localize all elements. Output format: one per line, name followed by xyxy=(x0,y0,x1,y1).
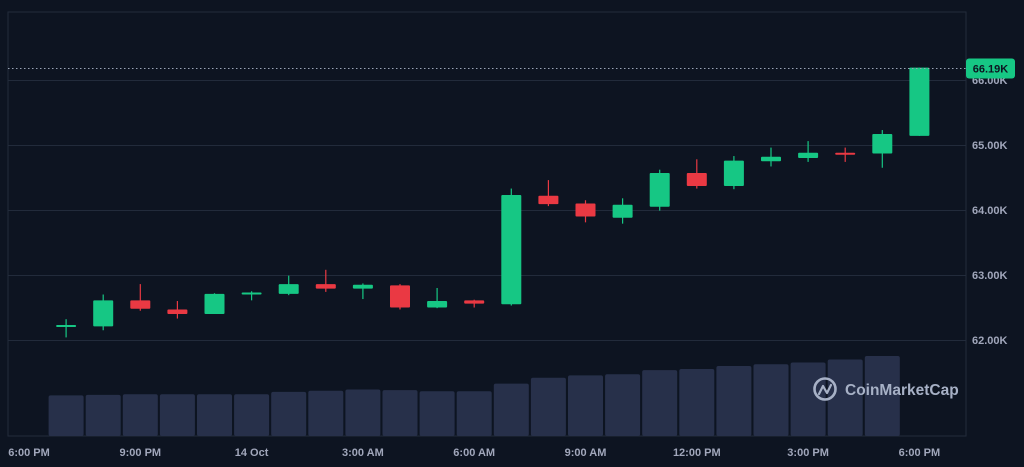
volume-bar-4 xyxy=(197,394,232,436)
volume-bar-0 xyxy=(48,395,84,436)
candle-body-2 xyxy=(130,300,151,309)
volume-bar-17 xyxy=(679,368,715,436)
x-tick-label-6: 12:00 PM xyxy=(673,447,721,459)
candle-body-12 xyxy=(501,195,522,305)
x-tick-label-0: 6:00 PM xyxy=(8,447,50,459)
candle-body-21 xyxy=(835,152,856,155)
candle-body-23 xyxy=(909,67,930,136)
candle-body-6 xyxy=(278,284,299,294)
volume-bar-11 xyxy=(456,391,492,436)
volume-bar-14 xyxy=(568,375,603,436)
candle-body-14 xyxy=(575,203,596,217)
volume-bar-9 xyxy=(382,390,418,436)
y-tick-label-1: 63.00K xyxy=(972,270,1008,282)
volume-bar-7 xyxy=(308,390,344,436)
candle-body-7 xyxy=(315,284,336,289)
volume-bars xyxy=(48,356,900,436)
candle-body-5 xyxy=(241,292,262,295)
volume-bar-19 xyxy=(753,364,789,436)
candle-body-22 xyxy=(872,133,893,154)
candle-body-0 xyxy=(56,325,77,328)
candle-body-16 xyxy=(649,172,670,207)
x-tick-label-8: 6:00 PM xyxy=(899,447,941,459)
volume-bar-8 xyxy=(345,389,381,436)
volume-bar-13 xyxy=(530,377,566,436)
candle-body-3 xyxy=(167,309,188,314)
x-tick-label-7: 3:00 PM xyxy=(787,447,829,459)
y-tick-label-2: 64.00K xyxy=(972,205,1008,217)
volume-bar-1 xyxy=(85,394,121,436)
candle-body-17 xyxy=(686,172,707,186)
volume-bar-18 xyxy=(716,366,752,436)
volume-bar-3 xyxy=(159,394,195,436)
candle-body-4 xyxy=(204,293,225,314)
x-tick-label-3: 3:00 AM xyxy=(342,447,384,459)
volume-bar-12 xyxy=(493,383,529,436)
candle-body-11 xyxy=(464,300,485,304)
volume-bar-2 xyxy=(122,394,158,436)
volume-bar-10 xyxy=(419,391,455,436)
coinmarketcap-watermark: CoinMarketCap xyxy=(813,377,959,401)
candle-body-8 xyxy=(352,284,373,289)
watermark-text: CoinMarketCap xyxy=(845,382,959,399)
volume-bar-21 xyxy=(827,359,863,436)
candle-body-9 xyxy=(390,285,410,308)
candle-body-19 xyxy=(761,156,781,162)
volume-bar-22 xyxy=(864,356,900,436)
x-axis: 6:00 PM 9:00 PM 14 Oct 3:00 AM 6:00 AM 9:00 A… xyxy=(8,447,940,459)
last-price-marker: 66.19K xyxy=(8,58,1015,79)
coinmarketcap-logo-icon xyxy=(813,377,837,401)
volume-bar-15 xyxy=(605,374,641,436)
last-price-tag xyxy=(966,58,1015,79)
y-tick-label-0: 62.00K xyxy=(972,335,1008,347)
y-tick-label-3: 65.00K xyxy=(972,140,1008,152)
volume-bar-16 xyxy=(642,370,678,436)
x-tick-label-2: 14 Oct xyxy=(235,447,269,459)
x-tick-label-1: 9:00 PM xyxy=(120,447,162,459)
x-tick-label-5: 9:00 AM xyxy=(565,447,607,459)
candle-body-13 xyxy=(538,195,559,205)
candle-body-1 xyxy=(93,300,114,327)
candles xyxy=(56,67,930,338)
volume-bar-5 xyxy=(234,394,270,436)
candle-body-20 xyxy=(798,152,819,158)
last-price-label: 66.19K xyxy=(973,64,1009,76)
x-tick-label-4: 6:00 AM xyxy=(453,447,495,459)
volume-bar-6 xyxy=(271,391,307,436)
candle-body-15 xyxy=(612,204,633,218)
candle-body-18 xyxy=(723,160,744,186)
candle-body-10 xyxy=(427,301,448,308)
